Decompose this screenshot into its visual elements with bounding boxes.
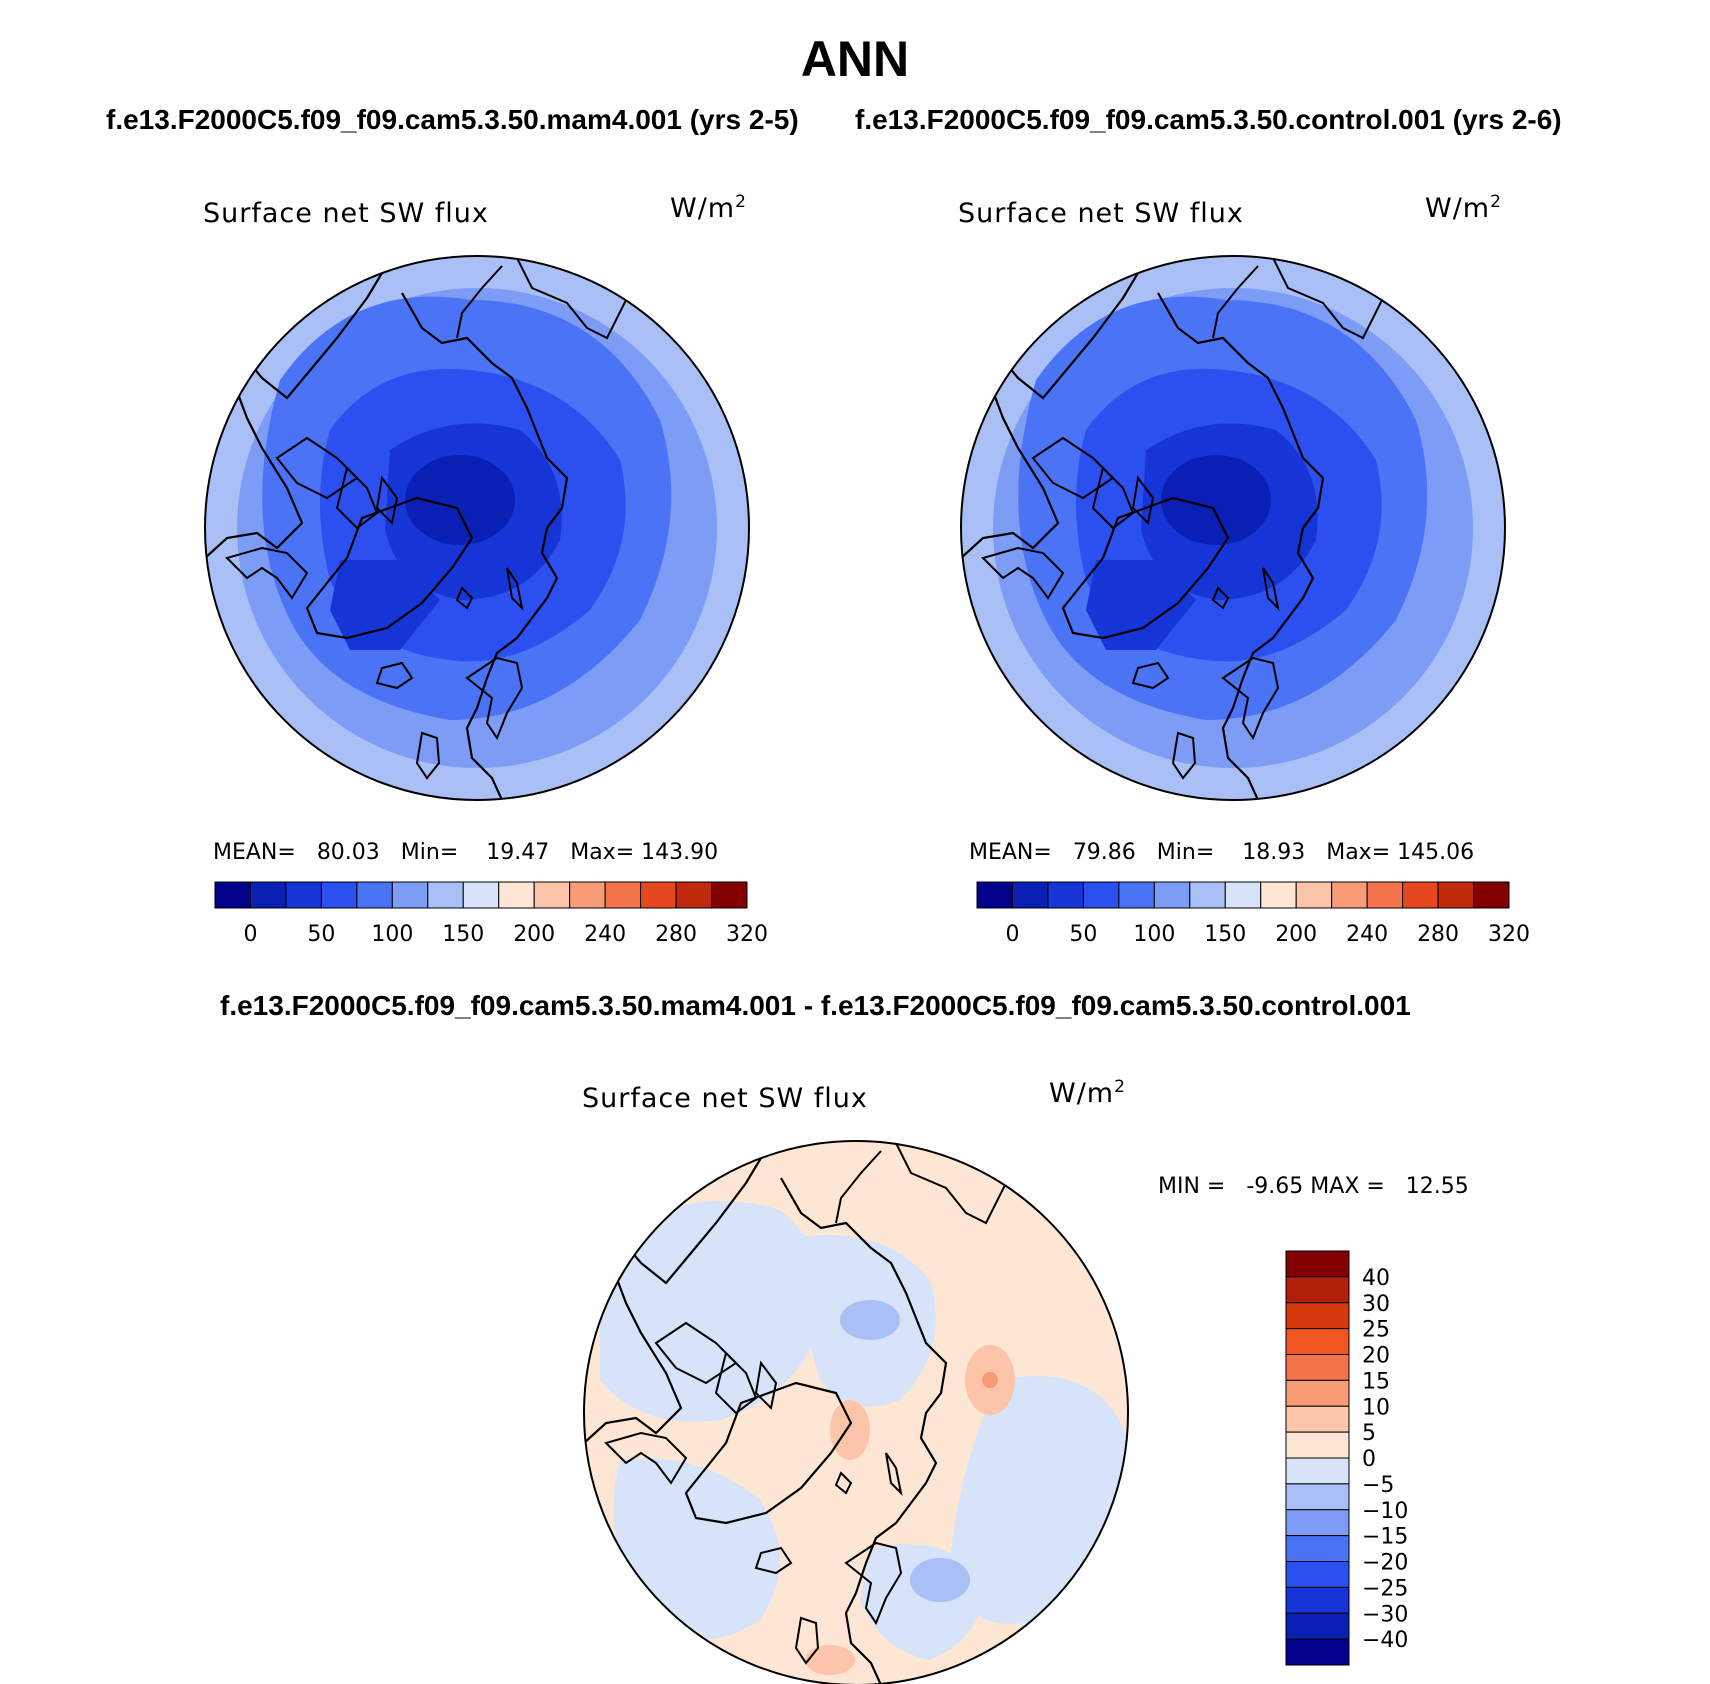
diff-stats: MIN = -9.65 MAX = 12.55 <box>1158 1174 1469 1199</box>
colorbar-tick-label: 200 <box>1275 922 1317 947</box>
colorbar-swatch <box>1285 1379 1350 1407</box>
panel-2-units: W/m2 <box>1425 192 1502 224</box>
colorbar-tick-label: 320 <box>726 922 768 947</box>
colorbar-swatch <box>1047 881 1084 909</box>
map-panel-1 <box>204 255 750 801</box>
colorbar-swatch <box>533 881 571 909</box>
colorbar-tick-label: −40 <box>1362 1628 1408 1653</box>
diff-units: W/m2 <box>1049 1077 1126 1109</box>
colorbar-swatch <box>711 881 748 909</box>
colorbar-tick-label: 10 <box>1362 1395 1390 1420</box>
colorbar-swatch <box>1402 881 1439 909</box>
colorbar-swatch <box>1285 1457 1350 1485</box>
colorbar-swatch <box>1331 881 1368 909</box>
case-b-title: f.e13.F2000C5.f09_f09.cam5.3.50.control.… <box>855 104 1562 135</box>
colorbar-tick-label: 100 <box>1133 922 1175 947</box>
colorbar-tick-label: −5 <box>1362 1473 1394 1498</box>
colorbar-tick-label: 0 <box>243 922 257 947</box>
colorbar-tick-label: 30 <box>1362 1292 1390 1317</box>
colorbar-swatch <box>1011 881 1049 909</box>
colorbar-swatch <box>1082 881 1120 909</box>
colorbar-swatch <box>675 881 713 909</box>
colorbar-swatch <box>1285 1638 1350 1666</box>
colorbar-tick-label: 240 <box>584 922 626 947</box>
colorbar-swatch <box>1285 1483 1350 1511</box>
colorbar-tick-label: 0 <box>1005 922 1019 947</box>
colorbar-tick-label: −20 <box>1362 1551 1408 1576</box>
colorbar-swatch <box>640 881 677 909</box>
colorbar-swatch <box>976 881 1013 909</box>
colorbar-tick-label: 280 <box>655 922 697 947</box>
colorbar-tick-label: 0 <box>1362 1447 1376 1472</box>
map-panel-2 <box>960 255 1506 801</box>
panel-1-units: W/m2 <box>670 192 747 224</box>
colorbar-swatch <box>285 881 322 909</box>
colorbar-tick-label: 15 <box>1362 1369 1390 1394</box>
colorbar-swatch <box>1285 1431 1350 1459</box>
panel-1-variable: Surface net SW flux <box>203 198 489 229</box>
colorbar-swatch <box>391 881 429 909</box>
colorbar-tick-label: 240 <box>1346 922 1388 947</box>
diff-title: f.e13.F2000C5.f09_f09.cam5.3.50.mam4.001… <box>220 990 1411 1021</box>
colorbar-tick-label: 320 <box>1488 922 1530 947</box>
colorbar-swatch <box>498 881 535 909</box>
colorbar-swatch <box>1473 881 1510 909</box>
map-diff <box>583 1140 1129 1684</box>
panel-2-stats: MEAN= 79.86 Min= 18.93 Max= 145.06 <box>969 840 1475 865</box>
colorbar-swatch <box>1285 1276 1350 1304</box>
colorbar-tick-label: 150 <box>1204 922 1246 947</box>
season-title: ANN <box>800 31 910 87</box>
colorbar-tick-label: 50 <box>307 922 335 947</box>
colorbar-tick-label: −25 <box>1362 1576 1408 1601</box>
colorbar-tick-label: 200 <box>513 922 555 947</box>
colorbar-tick-label: 280 <box>1417 922 1459 947</box>
colorbar-swatch <box>1189 881 1226 909</box>
colorbar-swatch <box>1366 881 1404 909</box>
diff-variable: Surface net SW flux <box>582 1083 868 1114</box>
colorbar-swatch <box>1285 1250 1350 1278</box>
colorbar-swatch <box>1285 1405 1350 1433</box>
colorbar-swatch <box>1153 881 1191 909</box>
colorbar-swatch <box>1118 881 1155 909</box>
colorbar-tick-label: 20 <box>1362 1344 1390 1369</box>
colorbar-swatch <box>1285 1354 1350 1381</box>
colorbar-tick-label: −15 <box>1362 1525 1408 1550</box>
colorbar-swatch <box>249 881 287 909</box>
colorbar-tick-label: −30 <box>1362 1602 1408 1627</box>
colorbar-swatch <box>1437 881 1475 909</box>
colorbar-swatch <box>214 881 251 909</box>
colorbar-swatch <box>1285 1586 1350 1614</box>
colorbar-panel-1: 0 50 100 150 200 240 280 320 <box>214 881 768 947</box>
colorbar-tick-label: 150 <box>442 922 484 947</box>
colorbar-swatch <box>1285 1328 1350 1355</box>
colorbar-swatch <box>1285 1302 1350 1330</box>
colorbar-swatch <box>1285 1561 1350 1588</box>
colorbar-tick-label: 50 <box>1069 922 1097 947</box>
colorbar-panel-2: 0 50 100 150 200 240 280 320 <box>976 881 1530 947</box>
case-a-title: f.e13.F2000C5.f09_f09.cam5.3.50.mam4.001… <box>106 104 799 135</box>
colorbar-tick-label: −10 <box>1362 1499 1408 1524</box>
colorbar-swatch <box>1224 881 1262 909</box>
colorbar-tick-label: 100 <box>371 922 413 947</box>
colorbar-swatch <box>1285 1509 1350 1537</box>
colorbar-tick-label: 40 <box>1362 1266 1390 1291</box>
colorbar-swatch <box>1295 881 1333 909</box>
colorbar-tick-label: 25 <box>1362 1318 1390 1343</box>
colorbar-swatch <box>1285 1535 1350 1562</box>
colorbar-swatch <box>1260 881 1297 909</box>
colorbar-swatch <box>427 881 464 909</box>
colorbar-swatch <box>320 881 358 909</box>
colorbar-swatch <box>1285 1612 1350 1640</box>
colorbar-swatch <box>604 881 642 909</box>
colorbar-swatch <box>462 881 500 909</box>
colorbar-swatch <box>356 881 393 909</box>
colorbar-tick-label: 5 <box>1362 1421 1376 1446</box>
panel-1-stats: MEAN= 80.03 Min= 19.47 Max= 143.90 <box>213 840 719 865</box>
colorbar-swatch <box>569 881 606 909</box>
panel-2-variable: Surface net SW flux <box>958 198 1244 229</box>
